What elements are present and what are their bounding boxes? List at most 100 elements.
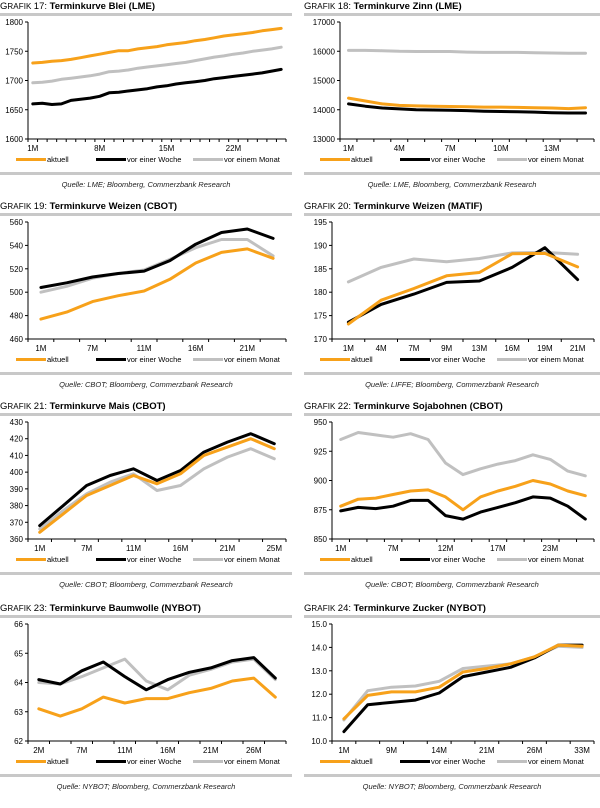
x-tick-label: 21M [240,344,256,353]
y-tick-label: 66 [14,620,23,629]
legend-label-aktuell: aktuell [47,155,69,164]
x-tick-label: 12M [438,544,454,553]
x-tick-label: 1M [35,344,46,353]
legend-label-aktuell: aktuell [47,757,69,766]
legend: aktuell vor einer Woche vor einem Monat [312,555,600,567]
series-line-monat [346,250,580,284]
y-tick-label: 190 [314,241,328,250]
plot-area: 460 480 500 520 540 560 1M 7M 11M 16M 21M [10,218,287,353]
x-tick-label: 1M [338,746,349,755]
legend-item-monat: vor einem Monat [193,757,280,766]
x-tick-label: 7M [87,344,98,353]
x-tick-label: 11M [137,344,152,353]
x-tick-label: 13M [544,144,560,153]
series-line-aktuell [339,479,587,512]
chart-panel-17: GRAFIK 17: Terminkurve Blei (LME) 1600 16… [0,0,292,200]
y-tick-label: 370 [10,518,24,527]
y-tick-label: 10.0 [311,737,327,746]
chart-source: Quelle: CBOT; Bloomberg, Commerzbank Res… [59,380,233,389]
series-line-aktuell [31,26,283,65]
x-tick-label: 1M [27,144,38,153]
x-tick-label: 14M [431,746,447,755]
legend-label-woche: vor einer Woche [431,355,486,364]
y-tick-label: 430 [10,418,24,427]
x-tick-label: 21M [479,746,495,755]
x-tick-label: 7M [445,144,456,153]
legend-item-monat: vor einem Monat [193,155,280,164]
legend-item-woche: vor einer Woche [400,355,485,364]
source-rule [0,372,292,375]
legend-label-aktuell: aktuell [47,355,69,364]
plot-area: 360 370 380 390 400 410 420 430 1M 7M 11M 16M 21M 25M [10,418,287,553]
chart-panel-22: GRAFIK 22: Terminkurve Sojabohnen (CBOT)… [304,400,600,600]
legend-swatch-monat [497,558,527,561]
y-tick-label: 900 [314,477,328,486]
plot-area: 850 875 900 925 950 1M 7M 12M 17M 23M [314,418,595,553]
legend-swatch-aktuell [320,558,350,561]
legend-swatch-woche [96,358,126,361]
plot-area: 1600 1650 1700 1750 1800 1M 8M 15M 22M [5,18,287,153]
legend-item-woche: vor einer Woche [400,155,485,164]
source-rule [304,774,600,777]
source-rule [304,172,600,175]
y-tick-label: 540 [10,241,24,250]
chart-title-text: Terminkurve Weizen (CBOT) [49,201,178,212]
title-rule [304,413,600,416]
y-tick-label: 13.0 [311,667,327,676]
legend-item-woche: vor einer Woche [400,555,485,564]
source-rule [0,172,292,175]
title-rule [304,13,600,16]
y-tick-label: 185 [314,265,328,274]
legend-swatch-monat [193,358,223,361]
x-tick-label: 21M [220,544,236,553]
legend-label-aktuell: aktuell [351,757,373,766]
chart-number: 19 [33,201,45,212]
title-prefix-initial: G [0,1,8,12]
title-rule [0,213,292,216]
y-tick-label: 1750 [5,47,23,56]
x-tick-label: 7M [388,544,399,553]
series-line-monat [31,45,283,85]
y-tick-label: 1600 [5,135,23,144]
y-tick-label: 12.0 [311,690,327,699]
legend-swatch-aktuell [16,358,46,361]
chart-title-text: Terminkurve Baumwolle (NYBOT) [49,603,201,614]
x-tick-label: 22M [226,144,242,153]
title-prefix-initial: G [0,201,8,212]
legend-label-aktuell: aktuell [351,155,373,164]
chart-panel-24: GRAFIK 24: Terminkurve Zucker (NYBOT) 10… [304,602,600,802]
y-tick-label: 950 [314,418,328,427]
legend-label-woche: vor einer Woche [431,757,486,766]
legend-swatch-aktuell [320,158,350,161]
series-line-woche [31,67,283,106]
y-tick-label: 13000 [313,135,336,144]
chart-title: GRAFIK 23: Terminkurve Baumwolle (NYBOT) [0,603,201,614]
legend: aktuell vor einer Woche vor einem Monat [8,155,292,167]
y-tick-label: 480 [10,312,24,321]
series-line-woche [346,246,580,324]
chart-title: GRAFIK 21: Terminkurve Mais (CBOT) [0,401,166,412]
legend-swatch-monat [497,760,527,763]
chart-panel-21: GRAFIK 21: Terminkurve Mais (CBOT) 360 37… [0,400,292,600]
title-prefix-rest: RAFIK [7,604,34,613]
chart-source: Quelle: NYBOT; Bloomberg, Commerzbank Re… [362,782,542,791]
legend-item-aktuell: aktuell [320,555,373,564]
x-tick-label: 1M [343,144,354,153]
y-tick-label: 380 [10,502,24,511]
legend-swatch-aktuell [16,558,46,561]
chart-source: Quelle: LME; Bloomberg, Commerzbank Rese… [61,180,231,189]
legend-swatch-woche [400,158,430,161]
legend-swatch-monat [193,558,223,561]
chart-source: Quelle: CBOT; Bloomberg, Commerzbank Res… [365,580,539,589]
legend-item-monat: vor einem Monat [497,355,584,364]
series-line-woche [38,432,276,528]
title-prefix-rest: RAFIK [311,402,338,411]
series-line-aktuell [38,437,276,534]
legend: aktuell vor einer Woche vor einem Monat [8,555,292,567]
chart-title: GRAFIK 18: Terminkurve Zinn (LME) [304,1,462,12]
x-tick-label: 16M [173,544,189,553]
legend-item-monat: vor einem Monat [193,355,280,364]
legend-item-woche: vor einer Woche [96,355,181,364]
series-line-woche [347,102,587,115]
x-tick-label: 9M [441,344,452,353]
